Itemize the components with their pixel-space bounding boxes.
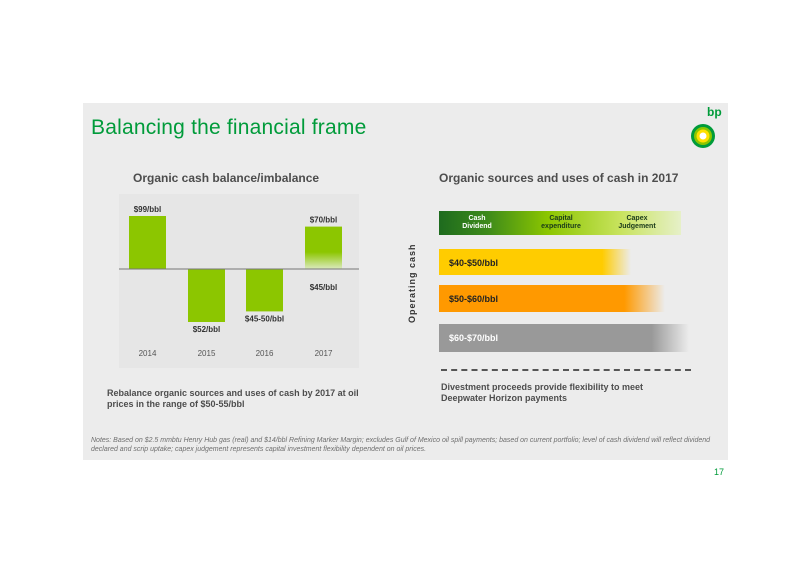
header-capital-expenditure: Capital expenditure (541, 215, 581, 230)
x-tick-2015: 2015 (198, 349, 216, 358)
data-label-2017-low: $45/bbl (310, 283, 338, 292)
page-title: Balancing the financial frame (91, 116, 367, 139)
header-capex-judgement: Capex Judgement (618, 215, 656, 230)
right-caption: Divestment proceeds provide flexibility … (441, 382, 644, 403)
x-tick-2014: 2014 (139, 349, 157, 358)
data-label-2017: $70/bbl (310, 216, 338, 225)
band-label-60-70: $60-$70/bbl (449, 333, 499, 343)
x-tick-2017: 2017 (315, 349, 333, 358)
logo-text: bp (707, 105, 722, 119)
bar-2016 (246, 269, 283, 312)
band-60-70 (439, 324, 689, 352)
footnotes: Notes: Based on $2.5 mmbtu Henry Hub gas… (91, 437, 711, 453)
bar-2017 (305, 226, 342, 269)
left-chart-title: Organic cash balance/imbalance (133, 171, 320, 185)
left-caption: Rebalance organic sources and uses of ca… (107, 388, 359, 409)
left-bar-chart: $99/bbl 2014 $52/bbl 2015 $45-50/bbl 2016 $70/… (119, 205, 359, 358)
band-label-40-50: $40-$50/bbl (449, 258, 499, 268)
bar-2015 (188, 269, 225, 322)
bar-2014 (129, 216, 166, 269)
data-label-2014: $99/bbl (134, 205, 162, 214)
helios-icon (691, 124, 715, 148)
page-number: 17 (714, 467, 725, 477)
uses-header-bar (439, 211, 681, 235)
band-50-60 (439, 285, 665, 312)
divestment-dash-line (441, 369, 691, 371)
x-tick-2016: 2016 (256, 349, 274, 358)
right-chart-title: Organic sources and uses of cash in 2017 (439, 171, 679, 185)
band-label-50-60: $50-$60/bbl (449, 294, 499, 304)
bp-logo: bp (687, 105, 727, 149)
header-cash-dividend: Cash Dividend (462, 215, 492, 230)
slide: Balancing the financial frame bp Organic… (83, 103, 728, 460)
band-40-50 (439, 249, 631, 275)
right-chart (439, 211, 689, 352)
data-label-2016: $45-50/bbl (245, 314, 284, 323)
data-label-2015: $52/bbl (193, 325, 221, 334)
